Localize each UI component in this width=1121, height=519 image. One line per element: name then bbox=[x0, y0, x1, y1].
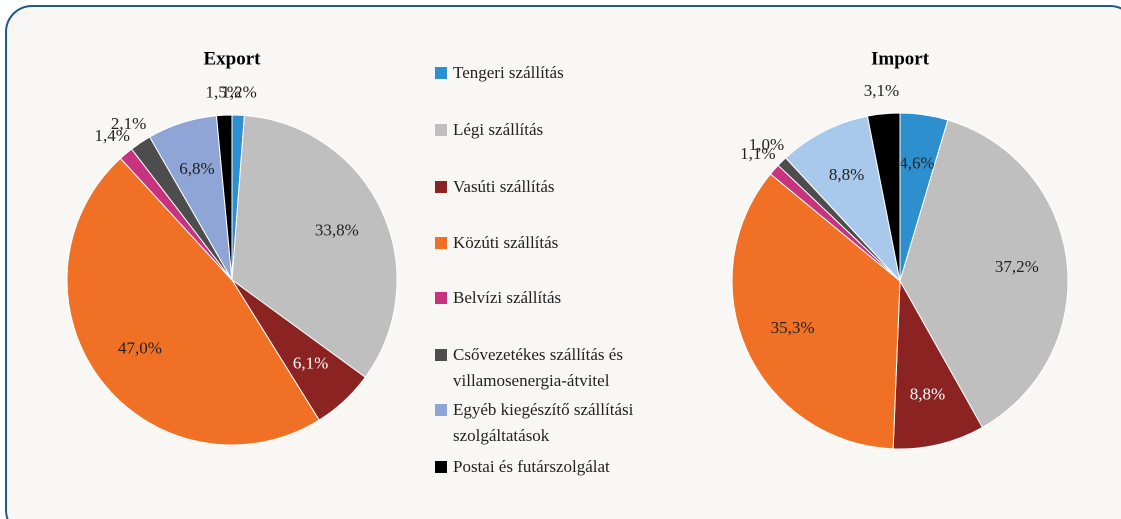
data-label: 8,8% bbox=[829, 165, 864, 184]
legend-swatch bbox=[435, 292, 447, 304]
legend-label: Belvízi szállítás bbox=[453, 288, 562, 307]
data-label: 3,1% bbox=[864, 81, 899, 100]
legend-label: Tengeri szállítás bbox=[453, 63, 564, 82]
data-label: 47,0% bbox=[118, 339, 162, 358]
pie-slice bbox=[66, 157, 320, 446]
pie-slice bbox=[231, 114, 398, 378]
legend-swatch bbox=[435, 461, 447, 473]
data-label: 6,8% bbox=[179, 159, 214, 178]
data-label: 2,1% bbox=[111, 114, 146, 133]
legend-swatch bbox=[435, 67, 447, 79]
legend-item: Közúti szállítás bbox=[435, 230, 685, 256]
legend-item: Belvízi szállítás bbox=[435, 285, 685, 311]
pie-slice bbox=[731, 173, 901, 450]
data-label: 33,8% bbox=[315, 221, 359, 240]
pie-slice bbox=[899, 119, 1069, 429]
data-label: 4,6% bbox=[899, 154, 934, 173]
data-label: 1,0% bbox=[749, 135, 784, 154]
chart-title: Export bbox=[204, 48, 262, 69]
data-label: 35,3% bbox=[771, 318, 815, 337]
pie-slice bbox=[866, 112, 901, 282]
legend-swatch bbox=[435, 181, 447, 193]
legend-item: Tengeri szállítás bbox=[435, 60, 685, 86]
data-label: 1,2% bbox=[221, 83, 256, 102]
legend-label: Postai és futárszolgálat bbox=[453, 457, 610, 476]
data-label: 1,1% bbox=[740, 144, 775, 163]
legend-label: Közúti szállítás bbox=[453, 233, 559, 252]
legend-label: Légi szállítás bbox=[453, 120, 544, 139]
legend-swatch bbox=[435, 124, 447, 136]
data-label: 6,1% bbox=[293, 354, 328, 373]
legend-label: Egyéb kiegészítő szállítási szolgáltatás… bbox=[453, 400, 634, 445]
legend-item: Egyéb kiegészítő szállítási szolgáltatás… bbox=[435, 397, 685, 449]
legend-item: Légi szállítás bbox=[435, 117, 685, 143]
pie-slice bbox=[892, 279, 984, 450]
legend-swatch bbox=[435, 404, 447, 416]
data-label: 8,8% bbox=[910, 384, 945, 403]
legend-item: Vasúti szállítás bbox=[435, 174, 685, 200]
data-label: 37,2% bbox=[995, 257, 1039, 276]
legend-label: Vasúti szállítás bbox=[453, 177, 555, 196]
chart-title: Import bbox=[871, 48, 930, 69]
legend-item: Postai és futárszolgálat bbox=[435, 454, 685, 480]
legend-swatch bbox=[435, 237, 447, 249]
legend-label: Csővezetékes szállítás és villamosenergi… bbox=[453, 345, 623, 390]
data-label: 1,4% bbox=[94, 126, 129, 145]
legend-item: Csővezetékes szállítás és villamosenergi… bbox=[435, 342, 685, 394]
pie-slice bbox=[784, 115, 901, 283]
pie-slice bbox=[215, 114, 233, 281]
legend-swatch bbox=[435, 349, 447, 361]
data-label: 1,5% bbox=[205, 83, 240, 102]
